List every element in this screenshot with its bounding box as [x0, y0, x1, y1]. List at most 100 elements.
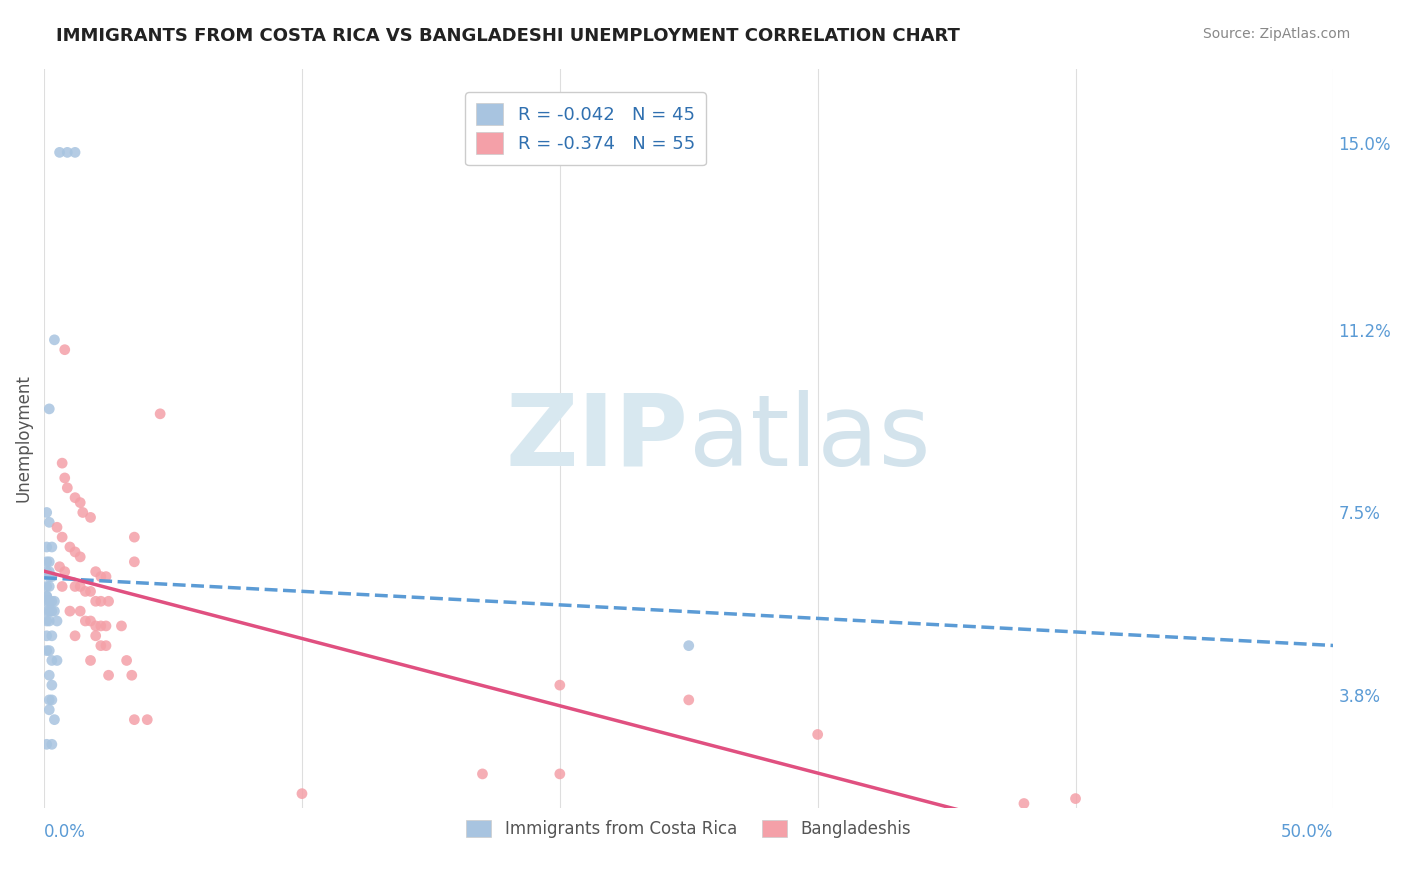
Point [38, 643, 60, 657]
Point [63, 491, 86, 505]
Point [41, 693, 63, 707]
Point [38, 555, 60, 569]
Point [678, 639, 700, 653]
Point [90, 569, 112, 583]
Point [69, 604, 91, 618]
Point [79, 510, 101, 524]
Point [44, 594, 66, 608]
Point [35, 579, 58, 593]
Point [41, 653, 63, 667]
Point [35, 506, 58, 520]
Point [69, 579, 91, 593]
Point [69, 495, 91, 509]
Point [35, 590, 58, 604]
Point [35, 604, 58, 618]
Point [35, 643, 58, 657]
Point [51, 579, 73, 593]
Point [35, 614, 58, 628]
Point [38, 693, 60, 707]
Point [41, 737, 63, 751]
Point [75, 584, 97, 599]
Point [59, 540, 82, 554]
Point [53, 565, 76, 579]
Point [59, 604, 82, 618]
Point [38, 604, 60, 618]
Point [35, 565, 58, 579]
Point [807, 727, 830, 741]
Point [90, 639, 112, 653]
Point [46, 520, 69, 534]
Point [69, 549, 91, 564]
Point [38, 401, 60, 416]
Point [90, 619, 112, 633]
Point [1064, 791, 1087, 805]
Point [51, 530, 73, 544]
Point [63, 545, 86, 559]
Point [79, 653, 101, 667]
Point [94, 639, 117, 653]
Point [90, 594, 112, 608]
Point [38, 614, 60, 628]
Legend: Immigrants from Costa Rica, Bangladeshis: Immigrants from Costa Rica, Bangladeshis [460, 813, 918, 845]
Point [124, 713, 146, 727]
Point [53, 343, 76, 357]
Point [35, 540, 58, 554]
Point [38, 579, 60, 593]
Text: ZIP: ZIP [506, 390, 689, 487]
Point [38, 565, 60, 579]
Point [41, 604, 63, 618]
Point [678, 693, 700, 707]
Point [41, 594, 63, 608]
Point [63, 579, 86, 593]
Point [41, 678, 63, 692]
Point [46, 614, 69, 628]
Text: atlas: atlas [689, 390, 931, 487]
Point [48, 145, 70, 160]
Point [97, 668, 120, 682]
Point [63, 145, 86, 160]
Point [94, 619, 117, 633]
Text: 0.0%: 0.0% [44, 823, 86, 841]
Y-axis label: Unemployment: Unemployment [15, 375, 32, 502]
Point [72, 506, 94, 520]
Text: IMMIGRANTS FROM COSTA RICA VS BANGLADESHI UNEMPLOYMENT CORRELATION CHART: IMMIGRANTS FROM COSTA RICA VS BANGLADESH… [56, 27, 960, 45]
Point [110, 619, 132, 633]
Point [115, 653, 138, 667]
Point [56, 481, 79, 495]
Text: Source: ZipAtlas.com: Source: ZipAtlas.com [1202, 27, 1350, 41]
Point [35, 590, 58, 604]
Point [56, 145, 79, 160]
Point [48, 559, 70, 574]
Point [63, 629, 86, 643]
Point [75, 614, 97, 628]
Point [38, 594, 60, 608]
Point [84, 594, 107, 608]
Point [44, 713, 66, 727]
Point [41, 569, 63, 583]
Point [94, 569, 117, 583]
Point [46, 653, 69, 667]
Point [79, 614, 101, 628]
Point [38, 516, 60, 530]
Point [44, 333, 66, 347]
Point [79, 584, 101, 599]
Point [84, 619, 107, 633]
Point [84, 629, 107, 643]
Point [38, 703, 60, 717]
Point [35, 629, 58, 643]
Point [41, 540, 63, 554]
Point [51, 456, 73, 470]
Point [548, 678, 571, 692]
Point [35, 737, 58, 751]
Point [35, 555, 58, 569]
Point [291, 787, 314, 801]
Point [44, 604, 66, 618]
Point [41, 629, 63, 643]
Point [121, 668, 143, 682]
Point [38, 569, 60, 583]
Point [124, 530, 146, 544]
Point [136, 713, 159, 727]
Point [471, 767, 494, 781]
Point [97, 594, 120, 608]
Point [1012, 797, 1035, 811]
